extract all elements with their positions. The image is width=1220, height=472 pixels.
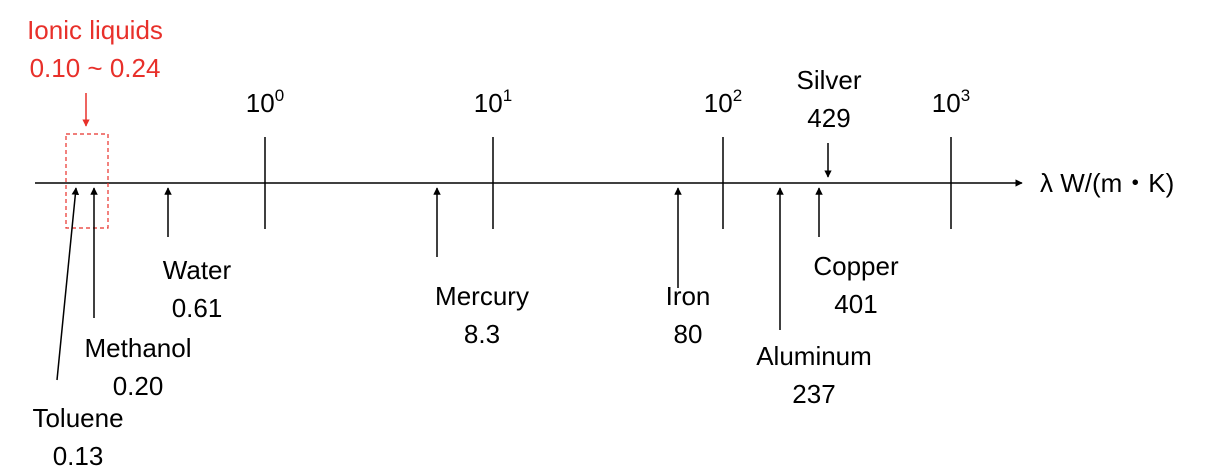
material-name: Toluene xyxy=(32,403,123,433)
tick-base: 10 xyxy=(246,88,275,118)
material-name: Methanol xyxy=(85,333,192,363)
highlight-name: Ionic liquids xyxy=(27,15,163,45)
tick-exp: 0 xyxy=(275,86,284,105)
material-name: Iron xyxy=(666,281,711,311)
tick-base: 10 xyxy=(474,88,503,118)
material-name: Mercury xyxy=(435,281,529,311)
material-name: Water xyxy=(163,255,232,285)
tick-base: 10 xyxy=(704,88,733,118)
tick-label: 103 xyxy=(932,86,970,117)
tick-exp: 1 xyxy=(503,86,512,105)
pointer-arrow xyxy=(56,187,80,381)
material-value: 80 xyxy=(674,319,703,349)
tick-label: 102 xyxy=(704,86,742,117)
material-value: 237 xyxy=(792,379,835,409)
tick-label: 101 xyxy=(474,86,512,117)
material-value: 8.3 xyxy=(464,319,500,349)
material-name: Silver xyxy=(796,65,861,95)
tick-exp: 3 xyxy=(961,86,970,105)
highlight-range: 0.10 ~ 0.24 xyxy=(30,53,161,83)
axis-label: λ W/(m・K) xyxy=(1040,168,1174,198)
material-name: Aluminum xyxy=(756,341,872,371)
material-value: 0.13 xyxy=(53,441,104,471)
tick-exp: 2 xyxy=(733,86,742,105)
tick-base: 10 xyxy=(932,88,961,118)
material-value: 0.61 xyxy=(172,293,223,323)
highlight-box xyxy=(65,133,109,229)
tick-label: 100 xyxy=(246,86,284,117)
material-value: 401 xyxy=(834,289,877,319)
material-value: 0.20 xyxy=(113,371,164,401)
material-name: Copper xyxy=(813,251,899,281)
material-value: 429 xyxy=(807,103,850,133)
